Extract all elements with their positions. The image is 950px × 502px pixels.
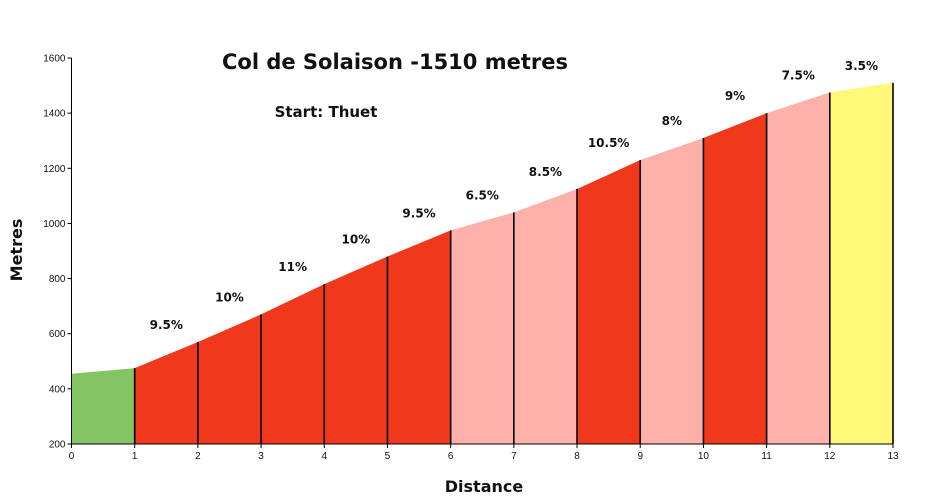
segment-11 [766,92,830,444]
chart-title: Col de Solaison -1510 metres [222,50,568,74]
x-tick-label-7: 7 [511,451,517,462]
segment-2 [197,314,262,444]
x-tick-label-1: 1 [132,451,138,462]
x-tick-label-4: 4 [321,451,327,462]
grade-label-1: 9.5% [150,318,183,332]
x-tick-label-5: 5 [385,451,391,462]
x-tick-label-3: 3 [258,451,264,462]
y-tick-label-400: 400 [49,384,66,395]
segment-6 [450,212,514,444]
chart-subtitle: Start: Thuet [275,103,378,121]
grade-label-4: 10% [341,233,370,247]
x-tick-label-9: 9 [637,451,643,462]
y-tick-label-200: 200 [49,440,66,451]
grade-label-7: 8.5% [529,165,562,179]
segment-4 [324,256,388,444]
segment-0 [71,368,135,444]
segment-7 [513,188,578,444]
grade-label-8: 10.5% [588,136,630,150]
grade-label-11: 7.5% [782,68,815,82]
segment-12 [829,82,893,445]
y-tick-label-1200: 1200 [43,164,66,175]
grade-label-12: 3.5% [845,59,878,73]
segment-5 [387,230,451,444]
grade-label-3: 11% [278,260,307,274]
x-tick-label-13: 13 [887,451,899,462]
x-tick-label-10: 10 [698,451,710,462]
grade-label-2: 10% [215,290,244,304]
x-tick-label-8: 8 [574,451,580,462]
segment-1 [134,341,198,444]
x-tick-label-0: 0 [69,451,75,462]
y-tick-label-1000: 1000 [43,219,66,230]
x-tick-label-11: 11 [761,451,772,462]
x-tick-label-6: 6 [448,451,454,462]
dividers-layer [133,82,894,444]
x-tick-label-12: 12 [824,451,836,462]
grade-label-5: 9.5% [402,206,435,220]
grade-label-10: 9% [725,89,745,103]
segment-3 [261,284,325,444]
grade-label-6: 6.5% [466,188,499,202]
grade-labels-layer: 9.5% 10% 11% 10% 9.5% 6.5% 8.5% 10.5% 8% 9% 7.5% 3.… [150,59,878,332]
segment-9 [640,137,704,444]
segments-layer [71,82,893,445]
segment-8 [577,160,641,444]
y-tick-label-1600: 1600 [43,54,66,65]
y-axis-label: Metres [7,219,26,282]
grade-label-9: 8% [662,114,682,128]
y-tick-label-1400: 1400 [43,109,66,120]
y-tick-label-600: 600 [49,329,66,340]
x-tick-label-2: 2 [195,451,201,462]
y-tick-label-800: 800 [49,274,66,285]
x-axis-label: Distance [445,477,524,496]
segment-10 [703,113,767,445]
